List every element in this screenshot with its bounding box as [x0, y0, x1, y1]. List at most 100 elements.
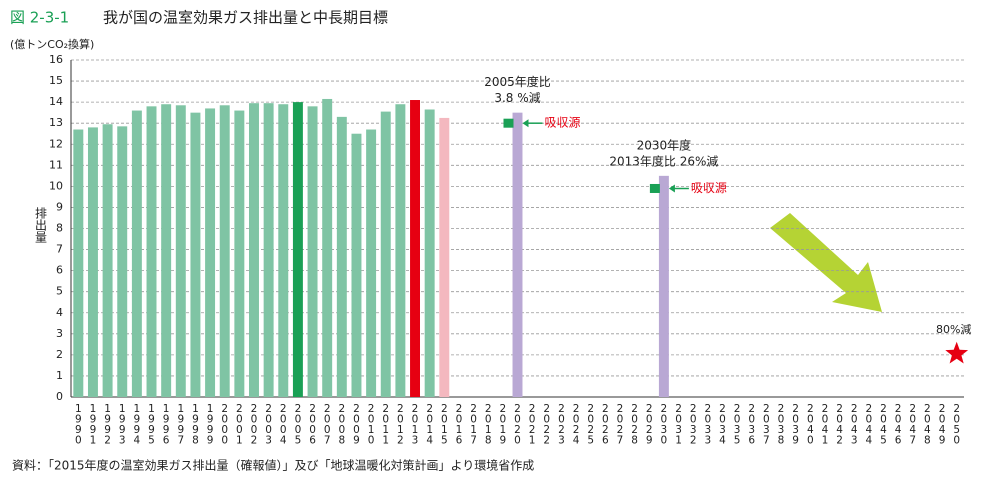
y-tick-label: 6: [56, 264, 63, 277]
y-tick-label: 2: [56, 348, 63, 361]
x-tick-label: 2039: [790, 403, 802, 445]
x-tick-label: 2024: [570, 403, 582, 445]
x-tick-label: 1998: [189, 403, 201, 445]
x-tick-label: 2003: [263, 403, 275, 445]
x-tick-label: 2009: [350, 403, 362, 445]
y-tick-label: 10: [49, 179, 63, 192]
bar: [658, 175, 669, 397]
bar: [351, 133, 362, 397]
y-tick-label: 4: [56, 306, 63, 319]
x-tick-label: 2017: [468, 403, 480, 445]
bar: [205, 108, 216, 397]
bar: [117, 126, 128, 398]
trend-arrow: [770, 213, 882, 312]
x-tick-label: 2028: [629, 403, 641, 445]
star-marker: [945, 341, 969, 364]
figure-number: 図 2-3-1: [10, 9, 69, 27]
x-tick-label: 2019: [497, 403, 509, 445]
unit-label: (億トンCO₂換算): [10, 37, 94, 51]
y-tick-label: 15: [49, 74, 63, 87]
x-tick-label: 2006: [307, 403, 319, 445]
bar: [263, 103, 274, 397]
y-tick-label: 13: [49, 116, 63, 129]
x-tick-label: 2050: [951, 403, 963, 445]
bar: [292, 102, 303, 397]
y-tick-label: 8: [56, 222, 63, 235]
x-tick-label: 2043: [848, 403, 860, 445]
x-tick-label: 2018: [482, 403, 494, 445]
bar: [307, 106, 318, 398]
x-tick-label: 2027: [614, 403, 626, 445]
bar: [131, 110, 142, 398]
bar: [219, 105, 230, 398]
x-tick-label: 2048: [921, 403, 933, 445]
x-tick-label: 2007: [321, 403, 333, 445]
x-tick-label: 2046: [892, 403, 904, 445]
x-tick-label: 2034: [716, 403, 728, 445]
x-tick-label: 2021: [526, 403, 538, 445]
x-tick-label: 1996: [160, 403, 172, 445]
y-tick-label: 16: [49, 53, 63, 66]
x-tick-label: 2001: [233, 403, 245, 445]
y-tick-label: 7: [56, 243, 63, 256]
x-tick-label: 2014: [424, 403, 436, 445]
x-tick-label: 2023: [555, 403, 567, 445]
y-tick-label: 9: [56, 200, 63, 213]
x-tick-label: 2042: [834, 403, 846, 445]
bar: [439, 117, 450, 397]
x-tick-label: 2010: [365, 403, 377, 445]
x-tick-label: 1992: [102, 403, 114, 445]
x-tick-label: 2004: [277, 403, 289, 445]
bar: [146, 106, 157, 398]
x-tick-label: 2038: [775, 403, 787, 445]
x-tick-label: 2026: [599, 403, 611, 445]
bar: [424, 109, 435, 397]
x-tick-label: 1997: [175, 403, 187, 445]
annotation: 2013年度比 26%減: [609, 153, 718, 168]
annotation: 2030年度: [637, 137, 692, 152]
x-tick-label: 2012: [394, 403, 406, 445]
bar: [102, 124, 113, 397]
x-tick-label: 1995: [146, 403, 158, 445]
x-tick-label: 2044: [863, 403, 875, 445]
bar: [395, 104, 406, 397]
x-tick-label: 1990: [72, 403, 84, 445]
star-label: 80%減: [936, 322, 971, 336]
x-tick-label: 2033: [702, 403, 714, 445]
x-tick-label: 2020: [512, 403, 524, 445]
x-tick-label: 2040: [804, 403, 816, 445]
x-tick-label: 2008: [336, 403, 348, 445]
x-tick-label: 2032: [687, 403, 699, 445]
x-tick-label: 2025: [585, 403, 597, 445]
y-tick-label: 11: [49, 158, 63, 171]
y-tick-label: 3: [56, 327, 63, 340]
y-tick-label: 14: [49, 95, 63, 108]
bar: [190, 112, 201, 397]
x-tick-label: 2045: [877, 403, 889, 445]
x-tick-label: 2035: [731, 403, 743, 445]
bar: [249, 103, 259, 397]
bar: [87, 127, 98, 398]
bar: [366, 129, 377, 397]
x-tick-label: 2013: [409, 403, 421, 445]
bar: [73, 129, 84, 397]
x-tick-label: 2041: [819, 403, 831, 445]
x-tick-label: 2016: [453, 403, 465, 445]
x-tick-label: 2047: [907, 403, 919, 445]
x-tick-label: 1999: [204, 403, 216, 445]
bar: [512, 112, 523, 397]
x-tick-label: 2022: [541, 403, 553, 445]
x-tick-label: 2005: [292, 403, 304, 445]
x-tick-label: 2015: [438, 403, 450, 445]
x-tick-label: 2031: [673, 403, 685, 445]
bar: [336, 116, 347, 398]
x-tick-label: 1991: [87, 403, 99, 445]
annotation: 2005年度比: [484, 74, 551, 89]
annotation: 3.8 %減: [494, 90, 540, 105]
y-tick-label: 0: [56, 390, 63, 403]
bar: [322, 98, 333, 397]
bar: [410, 100, 421, 398]
x-tick-label: 2002: [248, 403, 260, 445]
y-tick-label: 12: [49, 137, 63, 150]
